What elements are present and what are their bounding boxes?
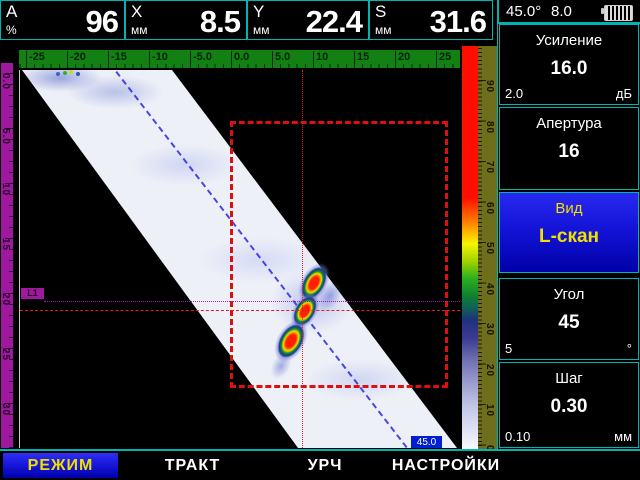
ruler-tick-label: 15 <box>354 51 369 66</box>
readout-unit: мм <box>375 23 392 37</box>
panel-step-value: 0.10 <box>505 429 531 444</box>
readout-label: X <box>131 2 143 21</box>
readout-value: 31.6 <box>429 4 487 39</box>
ruler-tick-label: -25 <box>26 51 45 66</box>
ruler-tick-label: 5.0 <box>272 51 290 66</box>
readout-s: S мм 31.6 <box>369 0 493 40</box>
scan-ruler-horizontal: -25 -20 -15 -10 -5.0 0.0 5.0 10 15 20 25 <box>19 50 460 68</box>
ruler-tick-label: 40 <box>484 282 495 296</box>
cursor-horizontal-line <box>20 310 460 311</box>
ruler-major-ticks <box>5 63 13 448</box>
panel-value: 45 <box>558 312 580 333</box>
panel-value: 16 <box>558 141 580 162</box>
ruler-tick-label: 15 <box>1 238 11 252</box>
panel-unit: дБ <box>615 86 632 101</box>
ruler-tick-label: 20 <box>395 51 410 66</box>
ruler-tick-label: -20 <box>67 51 86 66</box>
panel-aperture[interactable]: Апертура 16 <box>499 107 639 190</box>
readout-value: 8.5 <box>199 4 241 39</box>
readout-unit: мм <box>131 23 148 37</box>
ruler-tick-label: 10 <box>1 183 11 197</box>
panel-unit: ° <box>626 341 632 356</box>
ruler-tick-label: 20 <box>1 293 11 307</box>
panel-unit: мм <box>614 429 632 444</box>
noise-speck <box>63 71 67 75</box>
panel-step-value: 5 <box>505 341 513 356</box>
readout-amplitude: A % 96 <box>0 0 125 40</box>
gate-zone-box[interactable] <box>230 121 448 388</box>
ruler-major-ticks <box>19 59 460 68</box>
panel-value: 16.0 <box>550 58 588 79</box>
panel-title: Апертура <box>536 115 602 132</box>
panel-value: L-скан <box>538 226 600 247</box>
colorbar-ruler: 90 80 70 60 50 40 30 20 10 0 <box>478 46 498 450</box>
battery-icon <box>601 5 633 21</box>
readout-unit: мм <box>253 23 270 37</box>
bottombar-divider <box>0 449 640 451</box>
menu-tab-urch[interactable]: УРЧ <box>307 457 343 474</box>
ruler-tick-label: 0 <box>484 444 495 451</box>
noise-speck <box>56 72 60 76</box>
menu-tab-mode[interactable]: РЕЖИМ <box>3 453 118 478</box>
readout-label: A <box>6 2 18 21</box>
ruler-tick-label: 0.0 <box>231 51 249 66</box>
panel-title: Вид <box>555 200 583 217</box>
ruler-tick-label: -10 <box>149 51 168 66</box>
ruler-tick-label: 70 <box>484 161 495 175</box>
readout-unit: % <box>6 23 17 37</box>
ruler-tick-label: 30 <box>484 323 495 337</box>
menu-tab-settings[interactable]: НАСТРОЙКИ <box>391 457 501 474</box>
panel-angle[interactable]: Угол 45 5 ° <box>499 278 639 360</box>
ruler-tick-label: 80 <box>484 120 495 134</box>
cursor-vertical-line <box>302 70 303 448</box>
ruler-tick-label: 30 <box>1 403 11 417</box>
panel-step[interactable]: Шаг 0.30 0.10 мм <box>499 362 639 448</box>
ruler-tick-label: 0.0 <box>1 73 11 90</box>
ruler-tick-label: 25 <box>436 51 451 66</box>
readout-label: S <box>375 2 387 21</box>
panel-title: Усиление <box>535 32 603 49</box>
ruler-tick-label: 90 <box>484 80 495 94</box>
ruler-tick-label: 50 <box>484 242 495 256</box>
l-scan-view[interactable]: L1 45.0 <box>20 70 460 448</box>
amplitude-colorbar <box>462 46 478 450</box>
sidebar-divider <box>497 0 498 450</box>
ruler-tick-label: 25 <box>1 348 11 362</box>
scan-ruler-vertical: 0.0 5.0 10 15 20 25 30 <box>1 63 13 448</box>
ruler-tick-label: -5.0 <box>190 51 212 66</box>
beam-angle-badge: 45.0 <box>411 436 442 448</box>
panel-step-value: 2.0 <box>505 86 524 101</box>
ruler-tick-label: 60 <box>484 201 495 215</box>
readout-x: X мм 8.5 <box>125 0 247 40</box>
panel-gain[interactable]: Усиление 16.0 2.0 дБ <box>499 24 639 105</box>
readout-value: 22.4 <box>305 4 363 39</box>
panel-view[interactable]: Вид L-скан <box>499 192 639 273</box>
noise-speck <box>69 70 73 74</box>
ruler-tick-label: -15 <box>108 51 127 66</box>
readout-y: Y мм 22.4 <box>247 0 369 40</box>
status-gain-readout: 8.0 <box>551 3 572 20</box>
panel-value: 0.30 <box>550 396 588 417</box>
readout-label: Y <box>253 2 265 21</box>
panel-title: Шаг <box>555 370 583 387</box>
panel-title: Угол <box>553 286 585 303</box>
readout-value: 96 <box>85 4 119 39</box>
plot-left-border <box>19 70 20 448</box>
probe-angle-readout: 45.0° <box>506 3 542 20</box>
level-marker-badge: L1 <box>21 288 44 299</box>
ruler-tick-label: 10 <box>484 404 495 418</box>
ruler-tick-label: 10 <box>313 51 328 66</box>
ruler-tick-label: 5.0 <box>1 128 11 145</box>
menu-tab-tract[interactable]: ТРАКТ <box>164 457 221 474</box>
noise-speck <box>76 72 80 76</box>
ruler-major-ticks <box>478 46 486 450</box>
level-marker-line <box>44 301 460 302</box>
status-bar: 45.0° 8.0 <box>498 0 640 24</box>
ruler-tick-label: 20 <box>484 363 495 377</box>
